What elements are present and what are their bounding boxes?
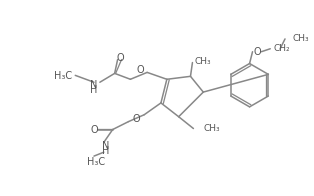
Text: H: H	[89, 85, 97, 95]
Text: CH₂: CH₂	[273, 44, 290, 53]
Text: O: O	[133, 114, 140, 124]
Text: H₃C: H₃C	[54, 71, 72, 81]
Text: CH₃: CH₃	[194, 57, 211, 66]
Text: N: N	[102, 141, 110, 151]
Text: O: O	[90, 124, 98, 134]
Text: H: H	[102, 146, 110, 156]
Text: CH₃: CH₃	[293, 34, 310, 43]
Text: O: O	[137, 65, 144, 75]
Text: O: O	[254, 47, 261, 57]
Text: N: N	[89, 80, 97, 90]
Text: H₃C: H₃C	[87, 157, 105, 167]
Text: O: O	[117, 53, 124, 63]
Text: CH₃: CH₃	[203, 124, 220, 133]
